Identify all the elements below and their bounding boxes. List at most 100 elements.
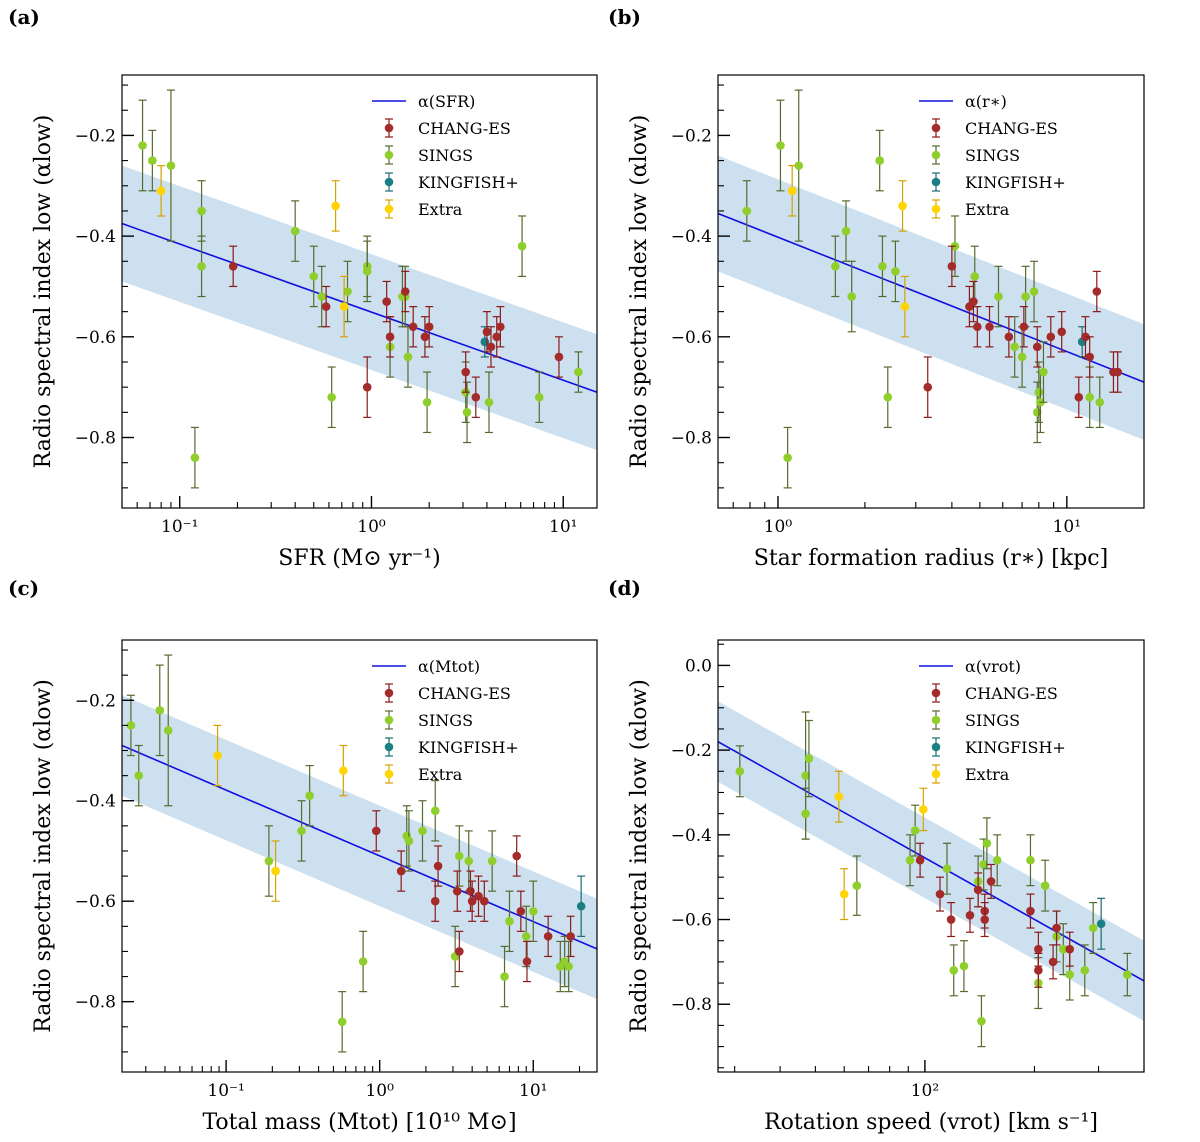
data-point-sings [1085,392,1094,402]
legend: α(SFR) CHANG-ES SINGS KINGFISH+ Extra [372,92,519,219]
legend-series-label: CHANG-ES [965,119,1058,138]
data-point-chang-es [400,287,410,296]
legend: α(r∗) CHANG-ES SINGS KINGFISH+ Extra [919,92,1066,219]
data-point-chang-es [474,891,483,901]
y-tick-label: −0.6 [671,328,712,348]
legend: α(Mtot) CHANG-ES SINGS KINGFISH+ Extra [372,657,519,784]
panel-2: (c) 10⁻¹ 10⁰ 10¹ −0.2 −0.4 −0.6 −0.8 Total mass … [8,576,598,1135]
panel-label: (b) [608,5,641,29]
data-point-kingfish- [1096,919,1106,929]
data-point-sings [1017,352,1027,362]
data-point-chang-es [915,855,925,865]
data-point-sings [166,161,176,170]
data-point-sings [337,1017,347,1027]
legend-series-label: SINGS [965,711,1020,730]
data-point-sings [1088,923,1098,933]
data-point-sings [197,206,206,216]
data-point-chang-es [433,861,443,871]
x-tick-label: 10¹ [549,517,577,537]
fit-line [122,222,597,393]
data-point-sings [977,1016,986,1026]
panel-label: (a) [8,5,40,29]
data-point-sings [404,836,414,846]
data-point-sings [1040,881,1050,890]
data-point-chang-es [382,297,391,306]
data-point-sings [942,864,952,874]
data-point-chang-es [371,826,381,836]
fit-line [718,740,1144,982]
legend-marker-swatch [931,688,941,698]
y-tick-label: −0.2 [75,126,116,146]
legend-marker-swatch [931,742,941,752]
data-point-sings [982,838,992,848]
legend-series-label: SINGS [965,146,1020,165]
data-point-sings [155,706,165,715]
data-point-chang-es [228,262,238,271]
y-tick-label: −0.4 [671,227,712,247]
data-point-sings [297,826,306,836]
data-point-sings [878,262,887,271]
data-point-extra [331,201,340,211]
data-point-chang-es [947,262,957,271]
data-point-sings [418,826,427,836]
legend-series-label: CHANG-ES [418,119,511,138]
legend-marker-swatch [384,123,394,133]
data-point-sings [462,408,472,417]
data-point-sings [197,262,206,271]
data-point-sings [992,855,1002,865]
data-point-sings [264,856,274,866]
legend-marker-swatch [384,769,394,779]
plot-area [122,89,597,489]
data-point-sings [505,917,514,926]
data-point-kingfish- [576,901,586,911]
legend-fit-label: α(r∗) [965,92,1007,111]
data-point-sings [801,809,810,818]
y-tick-label: −0.8 [671,995,712,1015]
fit-line [718,212,1144,383]
panel-3: (d) 10² 0.0 −0.2 −0.4 −0.6 −0.8 Rotation speed … [608,576,1145,1135]
y-tick-label: −0.4 [671,826,712,846]
data-point-chang-es [466,886,475,896]
data-point-chang-es [965,910,975,920]
data-point-chang-es [554,352,564,362]
data-point-chang-es [516,906,526,916]
plot-area [718,89,1144,489]
x-tick-label: 10⁰ [365,1081,394,1101]
data-point-sings [500,972,509,981]
data-point-chang-es [424,322,434,332]
data-point-sings [574,367,583,377]
panel-label: (c) [8,576,39,600]
x-axis-title: Star formation radius (r∗) [kpc] [754,546,1108,571]
plot-frame [717,74,1145,509]
data-point-sings [430,806,440,816]
data-point-sings [403,352,413,362]
data-point-sings [517,241,527,251]
y-tick-label: −0.4 [75,792,116,812]
data-point-chang-es [420,332,430,342]
data-point-chang-es [480,896,489,906]
data-point-sings [1010,342,1019,352]
data-point-sings [305,791,314,801]
data-point-sings [126,721,136,730]
data-point-chang-es [1052,923,1061,933]
legend-fit-label: α(vrot) [965,657,1021,676]
data-point-sings [148,156,157,165]
data-point-extra [900,302,910,311]
panel-1: (b) 10⁰ 10¹ −0.2 −0.4 −0.6 −0.8 Star formation … [608,5,1145,571]
data-point-chang-es [362,382,372,392]
data-point-chang-es [1113,367,1122,377]
data-point-sings [905,855,915,865]
data-point-sings [831,262,840,271]
x-tick-label: 10⁰ [357,517,386,537]
legend-series-label: KINGFISH+ [965,173,1066,192]
legend-marker-swatch [384,204,394,214]
data-point-sings [883,392,893,402]
data-point-sings [1021,292,1030,301]
data-point-sings [327,392,336,402]
legend-series-label: KINGFISH+ [965,738,1066,757]
data-point-chang-es [543,932,553,941]
data-point-chang-es [1032,342,1042,352]
data-point-chang-es [566,932,575,941]
data-point-sings [959,961,969,971]
